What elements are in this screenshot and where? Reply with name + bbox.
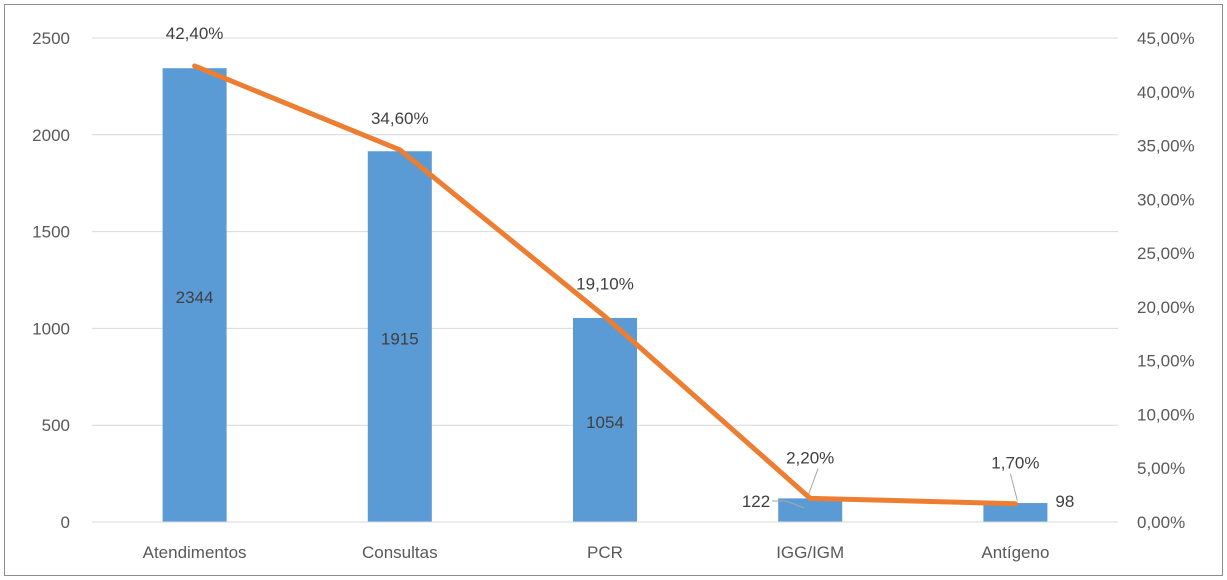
right-tick-label: 0,00% [1137, 513, 1185, 532]
leader-line [807, 468, 819, 496]
line-data-label: 2,20% [786, 448, 834, 467]
bar [983, 503, 1048, 522]
bar [367, 151, 432, 523]
category-label: IGG/IGM [776, 543, 844, 562]
leader-line [1009, 473, 1018, 501]
left-y-axis: 0 500 1000 1500 2000 2500 [32, 29, 70, 532]
bar-data-label: 1915 [381, 330, 419, 349]
right-tick-label: 45,00% [1137, 29, 1195, 48]
left-tick-label: 2500 [32, 29, 70, 48]
line-data-label: 1,70% [991, 454, 1039, 473]
category-label: Antígeno [981, 543, 1049, 562]
category-label: Consultas [362, 543, 438, 562]
right-tick-label: 10,00% [1137, 405, 1195, 424]
right-y-axis: 0,00% 5,00% 10,00% 15,00% 20,00% 25,00% 30,00%… [1137, 29, 1195, 532]
line-data-labels: 42,40% 34,60% 19,10% 2,20% 1,70% [166, 24, 1040, 473]
right-tick-label: 5,00% [1137, 459, 1185, 478]
bar [573, 317, 637, 522]
right-tick-label: 30,00% [1137, 190, 1195, 209]
right-tick-label: 15,00% [1137, 352, 1195, 371]
category-label: Atendimentos [143, 543, 247, 562]
line-data-label: 34,60% [371, 109, 429, 128]
bar-data-label: 2344 [176, 288, 214, 307]
bar [162, 68, 227, 522]
line-data-label: 19,10% [576, 275, 634, 294]
right-tick-label: 35,00% [1137, 137, 1195, 156]
left-tick-label: 1000 [32, 319, 70, 338]
line-series [192, 63, 1018, 507]
bar-series [162, 68, 1048, 523]
right-tick-label: 25,00% [1137, 244, 1195, 263]
leader-line [772, 500, 805, 509]
leader-lines [772, 468, 1018, 509]
bar-data-label: 98 [1055, 492, 1074, 511]
bar-data-label: 122 [742, 492, 770, 511]
left-tick-label: 2000 [32, 126, 70, 145]
left-tick-label: 0 [61, 513, 70, 532]
bar-data-labels: 2344 1915 1054 122 98 [176, 288, 1075, 511]
line-data-label: 42,40% [166, 24, 224, 43]
right-tick-label: 20,00% [1137, 298, 1195, 317]
x-axis: Atendimentos Consultas PCR IGG/IGM Antígeno [92, 521, 1118, 562]
left-tick-label: 1500 [32, 223, 70, 242]
right-tick-label: 40,00% [1137, 83, 1195, 102]
left-tick-label: 500 [42, 416, 70, 435]
bar-data-label: 1054 [586, 413, 624, 432]
category-label: PCR [587, 543, 623, 562]
